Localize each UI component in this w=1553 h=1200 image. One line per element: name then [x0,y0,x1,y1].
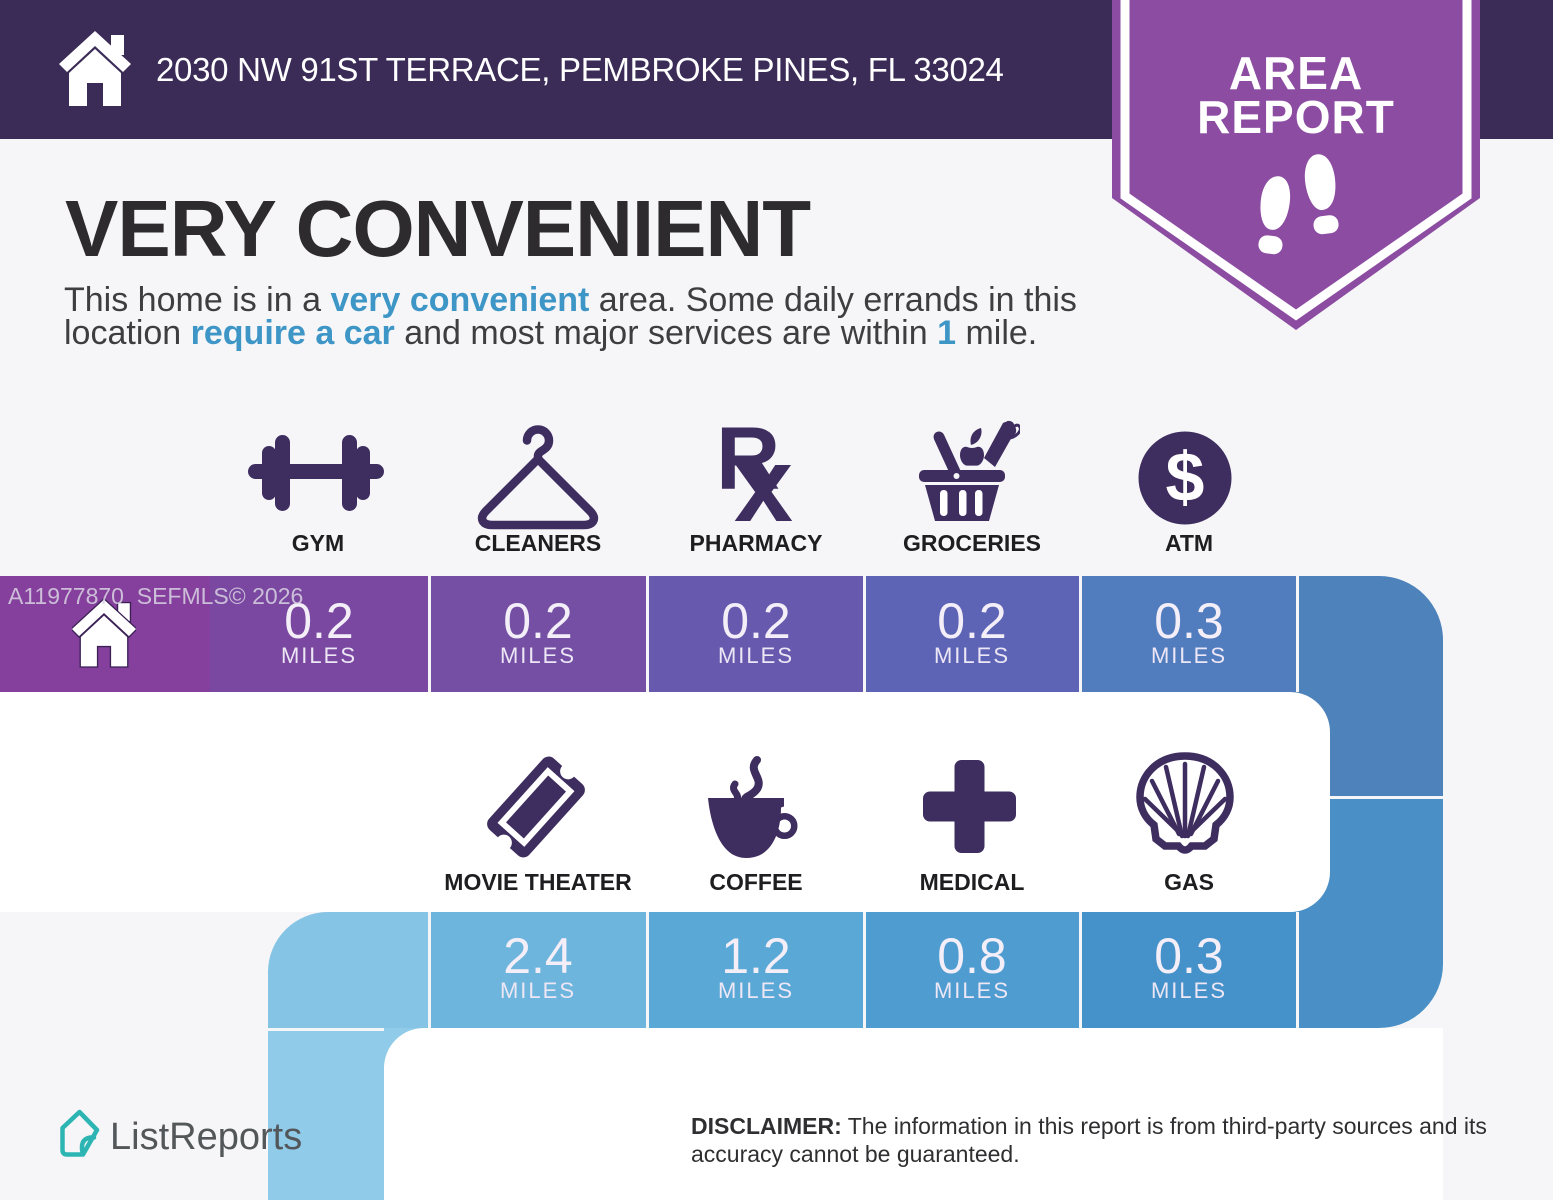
svg-text:REPORT: REPORT [1197,91,1395,143]
svg-text:$: $ [1166,438,1205,516]
svg-text:x: x [734,426,793,537]
svg-text:R: R [716,408,780,508]
svg-text:AREA: AREA [1229,47,1363,99]
